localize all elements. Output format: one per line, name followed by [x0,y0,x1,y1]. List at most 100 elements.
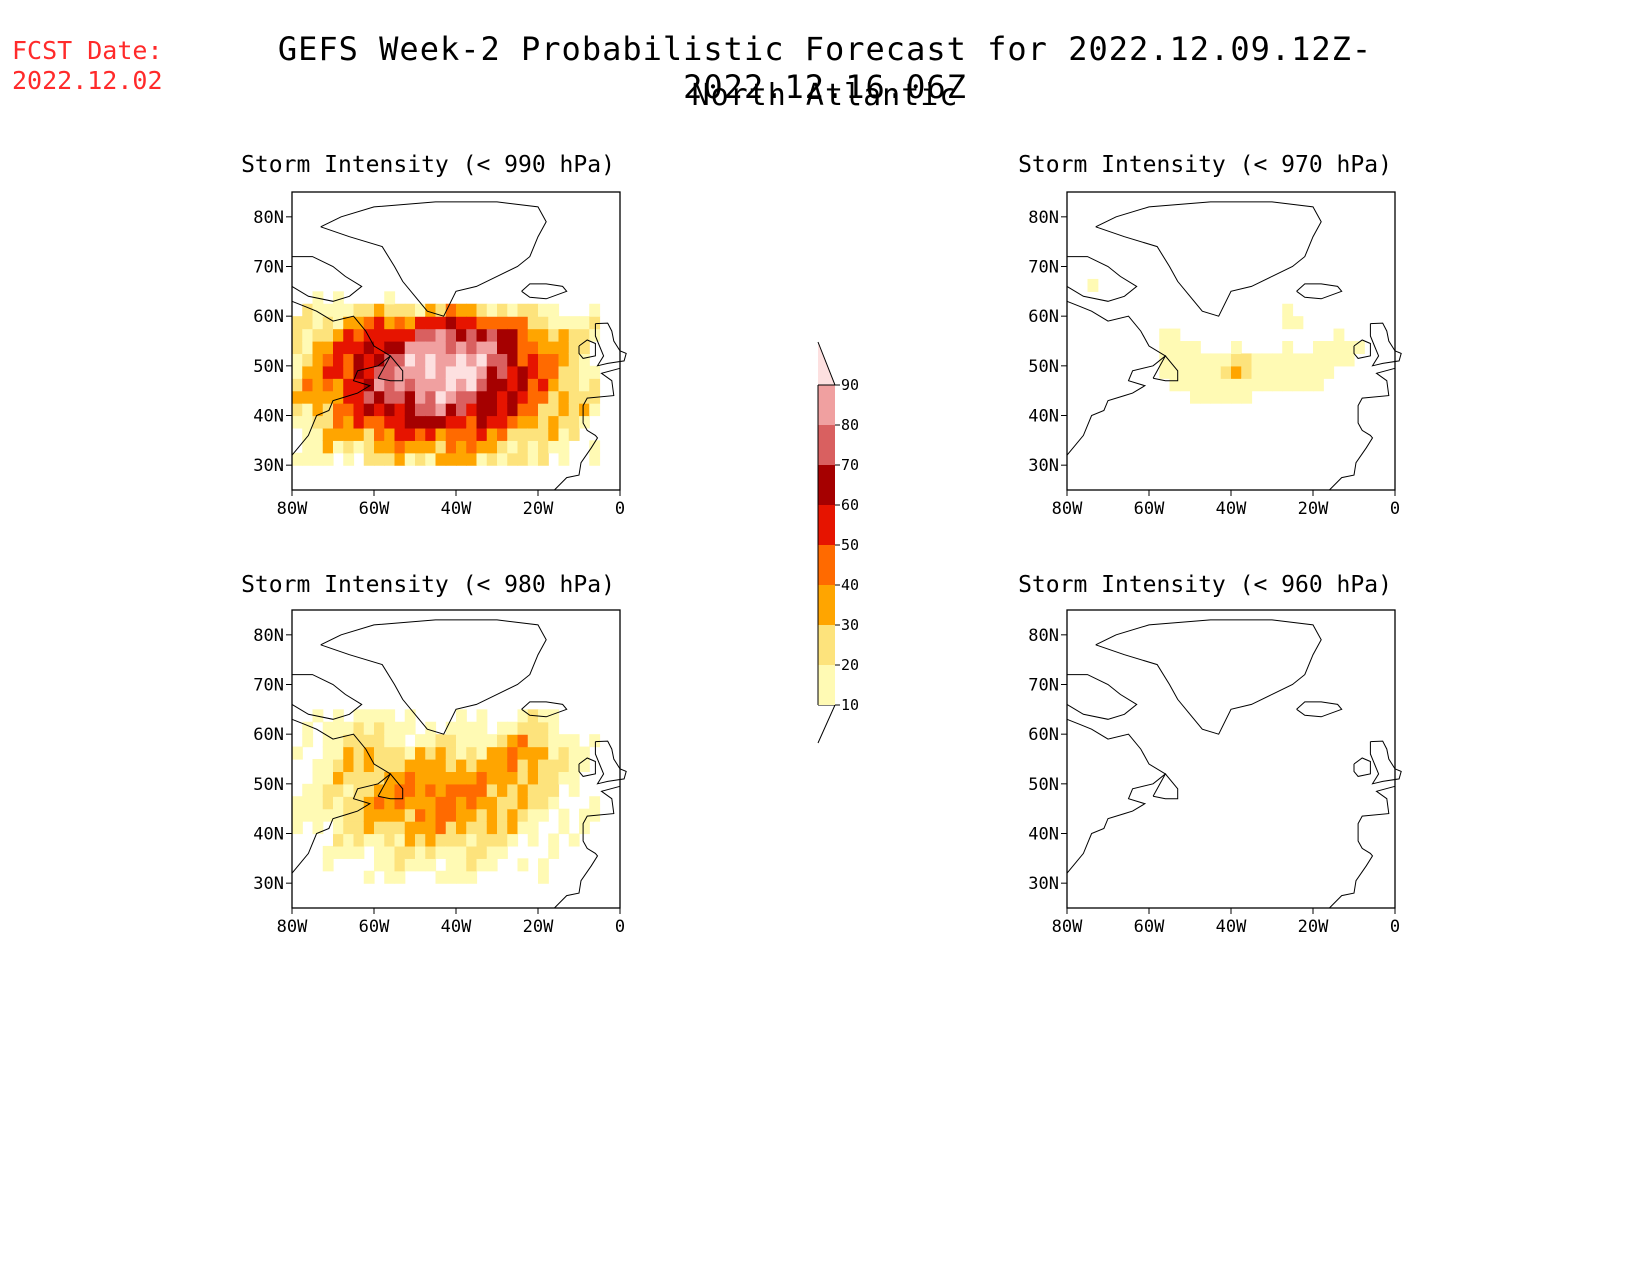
probability-cell [384,440,396,454]
probability-cell [343,390,355,404]
probability-cell [1354,341,1365,355]
probability-cell [579,759,590,773]
probability-cell [486,390,498,404]
coastline [1095,201,1322,317]
probability-cell [476,833,488,847]
probability-cell [466,845,478,859]
probability-cell [312,796,324,810]
probability-cell [548,796,560,810]
probability-cell [579,378,590,392]
probability-cell [343,403,355,417]
probability-cell [466,783,478,797]
probability-cell [507,833,519,847]
probability-cell [312,303,324,317]
probability-cell [558,328,570,342]
probability-cell [568,771,580,785]
probability-cell [476,734,488,748]
coastline [320,619,547,735]
probability-cell [456,709,467,723]
probability-cell [445,783,457,797]
probability-cell [1169,378,1181,392]
probability-cell [302,721,314,735]
probability-cell [333,378,344,392]
probability-cell [456,353,467,367]
probability-cell [384,734,396,748]
probability-cell [476,759,488,773]
probability-cell [476,328,488,342]
probability-cell [538,316,549,330]
probability-cell [486,341,498,355]
probability-cell [507,771,519,785]
probability-cell [456,833,467,847]
probability-cell [353,808,365,822]
probability-cell [425,452,437,466]
probability-cell [466,796,478,810]
probability-cell [343,353,355,367]
probability-cell [425,783,437,797]
probability-cell [374,796,385,810]
probability-cell [302,365,314,379]
coastline [1296,701,1343,718]
probability-cell [322,303,334,317]
probability-cell [415,734,426,748]
probability-cell [353,783,365,797]
probability-cell [1333,353,1345,367]
probability-cell [568,353,580,367]
lon-tick-label: 40W [1216,499,1247,519]
probability-cell [497,746,508,760]
probability-cell [363,870,375,884]
probability-cell [456,858,467,872]
probability-cell [497,771,508,785]
probability-cell [404,390,416,404]
probability-cell [394,452,406,466]
probability-cell [558,440,570,454]
colorbar-upper-cap [817,341,836,386]
probability-cell [466,390,478,404]
probability-cell [435,452,447,466]
probability-cell [445,365,457,379]
probability-cell [425,378,437,392]
probability-cell [343,808,355,822]
probability-cell [322,796,334,810]
probability-cell [363,746,375,760]
probability-cell [374,403,385,417]
probability-cell [466,378,478,392]
probability-cell [425,328,437,342]
probability-cell [1251,353,1263,367]
probability-cell [527,378,539,392]
probability-cell [507,365,519,379]
probability-cell [384,328,396,342]
probability-cell [486,746,498,760]
probability-cell [517,709,529,723]
probability-cell [538,378,549,392]
probability-cell [353,390,365,404]
lon-tick-label: 80W [277,499,308,519]
probability-cell [486,378,498,392]
coastline [554,785,621,909]
probability-cell [527,734,539,748]
probability-cell [384,365,396,379]
lon-tick-label: 60W [359,917,390,937]
probability-cell [374,341,385,355]
probability-cell [302,452,314,466]
probability-cell [404,440,416,454]
probability-cell [302,390,314,404]
probability-cell [445,858,457,872]
probability-cell [466,721,478,735]
probability-cell [404,415,416,429]
probability-cell [456,378,467,392]
probability-cell [497,796,508,810]
probability-cell [425,721,437,735]
probability-cell [538,415,549,429]
probability-cell [507,427,519,441]
probability-cell [538,759,549,773]
probability-cell [589,316,601,330]
probability-cell [507,734,519,748]
lat-tick-label: 50N [1028,775,1059,795]
probability-cell [394,415,406,429]
probability-cell [312,378,324,392]
probability-cell [456,427,467,441]
probability-cell [538,440,549,454]
probability-cell [394,759,406,773]
probability-cell [1292,378,1304,392]
